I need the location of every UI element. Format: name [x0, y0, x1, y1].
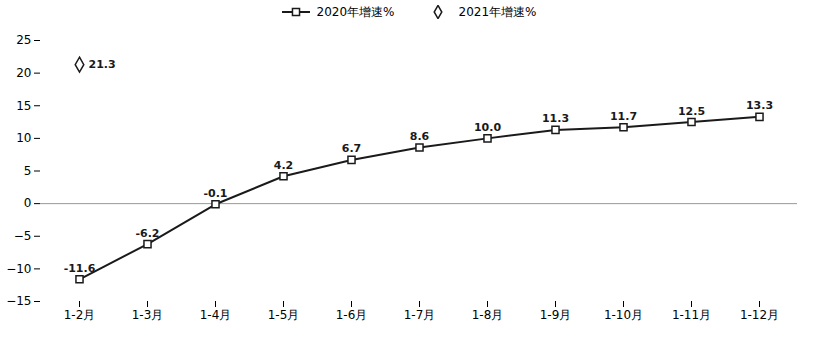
svg-text:4.2: 4.2: [274, 159, 294, 172]
svg-text:1-9月: 1-9月: [540, 308, 572, 322]
svg-text:1-2月: 1-2月: [64, 308, 96, 322]
svg-text:1-7月: 1-7月: [404, 308, 436, 322]
html-text:2020年增速%: 2020年增速%: [316, 4, 395, 19]
svg-text:1-12月: 1-12月: [740, 308, 779, 322]
svg-text:-11.6: -11.6: [64, 262, 96, 275]
svg-text:12.5: 12.5: [678, 105, 705, 118]
svg-text:11.7: 11.7: [610, 110, 637, 123]
html-text:2021年增速%: 2021年增速%: [458, 4, 537, 19]
svg-text:10.0: 10.0: [474, 121, 501, 134]
svg-text:-0.1: -0.1: [203, 187, 227, 200]
svg-text:-6.2: -6.2: [135, 227, 159, 240]
svg-text:1-4月: 1-4月: [200, 308, 232, 322]
svg-text:13.3: 13.3: [746, 99, 773, 112]
svg-text:1-6月: 1-6月: [336, 308, 368, 322]
svg-text:15: 15: [16, 99, 31, 113]
svg-text:25: 25: [16, 33, 31, 47]
svg-text:0: 0: [24, 196, 32, 210]
svg-text:1-11月: 1-11月: [672, 308, 711, 322]
svg-text:8.6: 8.6: [410, 130, 430, 143]
svg-text:21.3: 21.3: [89, 58, 116, 71]
svg-text:−10: −10: [6, 262, 31, 276]
svg-text:1-10月: 1-10月: [604, 308, 643, 322]
svg-text:11.3: 11.3: [542, 112, 569, 125]
svg-text:−15: −15: [6, 294, 31, 308]
svg-text:10: 10: [16, 131, 31, 145]
svg-text:1-8月: 1-8月: [472, 308, 504, 322]
svg-text:6.7: 6.7: [342, 142, 362, 155]
svg-text:1-3月: 1-3月: [132, 308, 164, 322]
svg-text:−5: −5: [14, 229, 32, 243]
svg-text:5: 5: [24, 164, 32, 178]
svg-text:1-5月: 1-5月: [268, 308, 300, 322]
svg-text:20: 20: [16, 66, 31, 80]
